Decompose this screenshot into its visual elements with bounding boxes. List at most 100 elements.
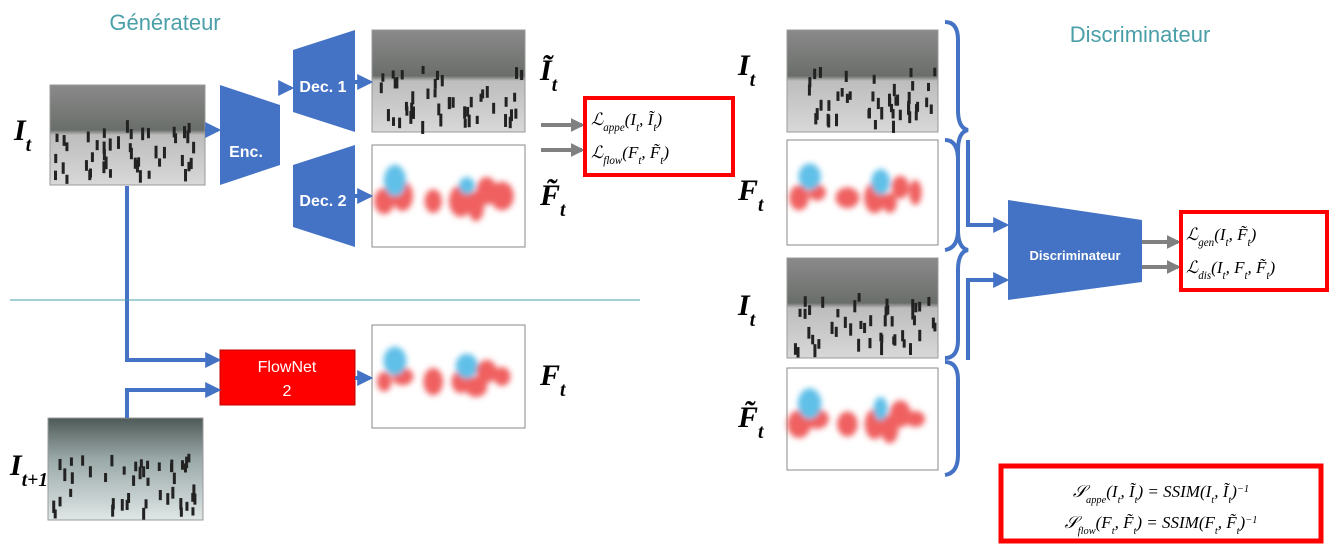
pedestrian [433,78,437,89]
formula-part: t [1266,270,1270,282]
flow-blob [455,353,479,379]
formula-part: ℒ [1186,258,1199,277]
pedestrian [102,141,106,154]
flow-blob [789,185,809,211]
generator-loss-box [583,96,735,177]
formula-part: , F [1226,258,1246,277]
pedestrian [187,453,191,463]
pedestrian [909,68,913,78]
formula-part: (I [625,110,638,129]
pedestrian [88,168,92,178]
pedestrian [132,475,136,486]
pedestrian [811,334,815,345]
formula-part: (F [1096,513,1113,532]
formula: It [737,49,756,91]
pedestrian [868,338,872,349]
pedestrian [514,108,518,119]
pedestrian [58,458,62,471]
formula-part: t [638,155,642,167]
pedestrian [844,70,848,83]
formula: F̃t [737,401,764,443]
pedestrian [879,332,883,342]
pedestrian [52,500,56,513]
pedestrian [931,317,935,329]
pedestrian [54,170,58,181]
loss-arrows [541,118,1181,274]
pedestrian [61,162,65,174]
formula-part: , F̃ [641,143,661,162]
flow-blob [873,396,888,421]
frame-image [49,84,206,186]
pedestrian [122,466,126,475]
pedestrian [179,507,183,517]
pedestrian [58,496,62,507]
pedestrian [108,138,112,151]
pedestrian [179,498,183,510]
pedestrian [162,146,166,159]
flow-blob [476,359,497,383]
images [47,29,939,521]
flow-blob [424,189,442,213]
pedestrian [463,118,467,128]
pedestrian [509,109,513,122]
pedestrian [880,107,884,120]
pedestrian [142,507,146,520]
formula: It+1 [9,449,48,491]
formula-part: ) [655,110,662,129]
pedestrian [90,152,94,163]
formula-part: t [1228,495,1232,506]
formula-part: F̃ [737,401,758,434]
pedestrian [180,460,184,470]
pedestrian [169,463,173,472]
flow-blobs [789,163,922,214]
formula-part: I [737,289,751,322]
pedestrian [880,342,884,356]
pedestrian [857,338,861,352]
formula-part: (I [1211,258,1224,277]
flownet-label: FlowNet [258,359,317,376]
flow-blob [891,175,909,199]
pedestrian [54,153,58,164]
formula-part: (F [622,143,639,162]
pedestrian [883,315,887,327]
pedestrian [185,501,189,511]
pedestrian [393,77,397,89]
pedestrian [405,106,409,116]
pedestrian [891,108,895,119]
formula-part: t [636,122,640,134]
pedestrian [447,97,451,110]
pedestrian [914,104,918,113]
frame-image [786,29,939,133]
pedestrian [104,473,108,483]
pedestrian [134,461,138,472]
pedestrian [863,322,867,334]
flownet-label: 2 [283,383,292,400]
formula-part: Ĩ [539,54,554,87]
pedestrian [125,120,129,133]
pedestrian [426,88,430,100]
pedestrian [803,308,807,319]
pedestrian [859,320,863,329]
pedestrian [111,504,115,517]
encoder-label: Enc. [229,144,263,161]
formula-part: t [750,70,756,91]
pedestrian [911,308,915,320]
flow-blob [871,169,891,195]
pedestrian [889,103,893,113]
formula: Ft [737,174,764,216]
pedestrian [929,104,933,114]
pedestrian [158,489,162,501]
formula-part: , F̃ [1218,513,1238,532]
pedestrian [421,120,425,134]
encoder [220,85,280,185]
pedestrian [927,82,931,92]
formula-part: I [737,49,751,82]
formula-part: I [9,449,23,482]
pedestrian [891,120,895,133]
pedestrian [192,141,196,154]
pedestrian [63,468,67,482]
pedestrian [848,91,852,100]
pedestrian [128,143,132,153]
pedestrian [439,113,443,127]
